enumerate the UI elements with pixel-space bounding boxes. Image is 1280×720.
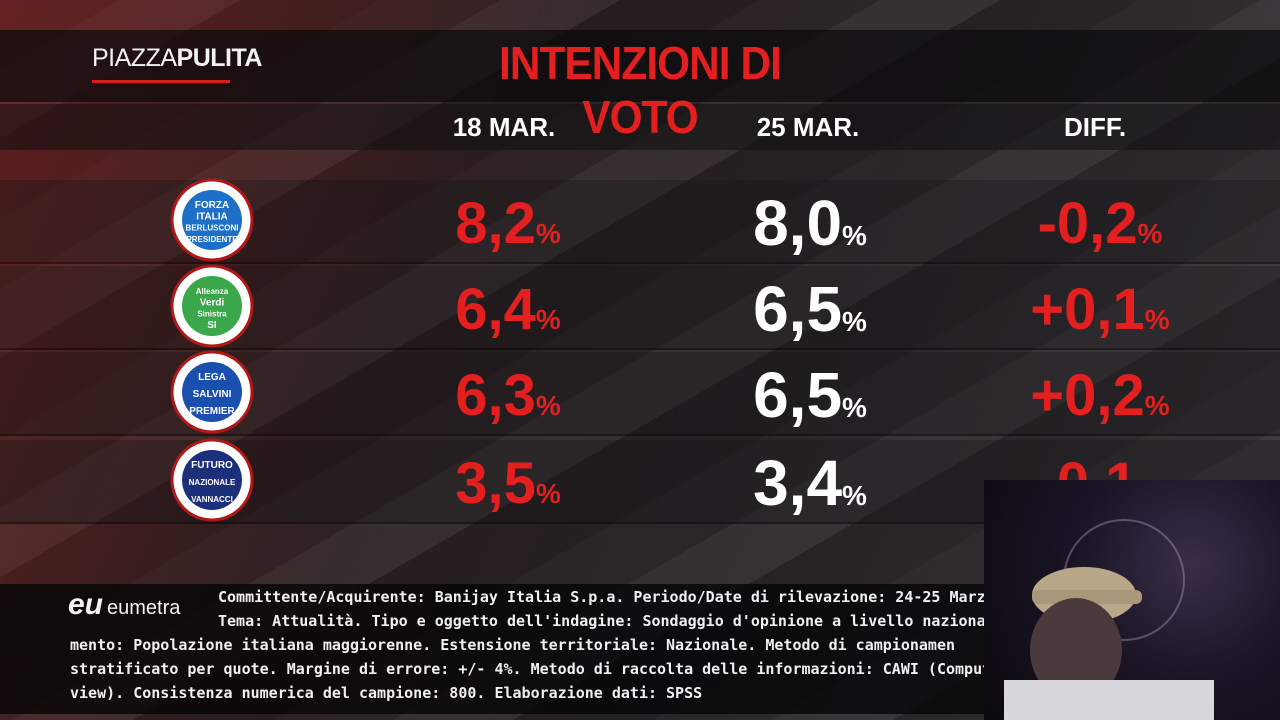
footer-line-4: stratificato per quote. Margine di error… (70, 660, 992, 678)
party-logo-text: NAZIONALE (189, 478, 236, 487)
value-18-mar: 6,3% (398, 362, 618, 429)
chart-title: INTENZIONI DI VOTO (499, 37, 782, 143)
party-logo-text: LEGA (198, 372, 226, 383)
footer-line-5: view). Consistenza numerica del campione… (70, 684, 703, 702)
footer-line-2: Tema: Attualità. Tipo e oggetto dell'ind… (218, 612, 995, 630)
footer-line-1: Committente/Acquirente: Banijay Italia S… (218, 588, 986, 606)
value-18-mar: 6,4% (398, 276, 618, 343)
party-logo-text: Sinistra (197, 310, 227, 319)
value-25-mar-number: 6,5 (753, 359, 843, 431)
column-header-date1: 18 MAR. (452, 112, 556, 142)
party-logo-text: FUTURO (191, 460, 233, 471)
party-logo-icon: FUTURO NAZIONALE VANNACCI (170, 438, 254, 522)
value-25-mar: 6,5% (700, 272, 920, 346)
percent-sign: % (535, 478, 561, 509)
value-diff: +0,1% (990, 276, 1210, 343)
header-band (0, 30, 1280, 102)
value-diff-number: +0,1 (1030, 277, 1145, 342)
value-18-mar-number: 6,3 (455, 363, 536, 428)
percent-sign: % (1144, 304, 1170, 335)
value-18-mar-number: 8,2 (455, 191, 536, 256)
percent-sign: % (535, 390, 561, 421)
brand-logo: PIAZZAPULITA (92, 44, 262, 73)
column-header-diff: DIFF. (1063, 112, 1127, 142)
value-18-mar-number: 6,4 (455, 277, 536, 342)
percent-sign: % (842, 480, 867, 511)
value-25-mar-number: 3,4 (753, 447, 843, 519)
party-logo-text: BERLUSCONI (186, 224, 239, 233)
value-25-mar: 8,0% (700, 186, 920, 260)
party-logo-text: Verdi (200, 297, 225, 308)
column-header-date2: 25 MAR. (756, 112, 860, 142)
party-logo-text: ITALIA (196, 211, 227, 222)
footer-line-3: mento: Popolazione italiana maggiorenne.… (70, 636, 956, 654)
percent-sign: % (1144, 390, 1170, 421)
table-row: LEGA SALVINI PREMIER 6,3% 6,5% +0,2% (0, 350, 1280, 436)
value-18-mar-number: 3,5 (455, 451, 536, 516)
value-25-mar: 6,5% (700, 358, 920, 432)
value-diff-number: -0,2 (1037, 191, 1138, 256)
party-logo-text: Alleanza (196, 287, 229, 296)
value-25-mar: 3,4% (700, 446, 920, 520)
table-row: FORZA ITALIA BERLUSCONI PRESIDENTE 8,2% 8,0% -… (0, 178, 1280, 264)
eumetra-name: eumetra (107, 597, 181, 619)
value-diff: +0,2% (990, 362, 1210, 429)
percent-sign: % (842, 220, 867, 251)
value-25-mar-number: 8,0 (753, 187, 843, 259)
value-diff-number: +0,2 (1030, 363, 1145, 428)
party-logo-text: SALVINI (193, 389, 232, 400)
table-row: Alleanza Verdi Sinistra SI 6,4% 6,5% +0,1% (0, 264, 1280, 350)
value-diff: -0,2% (990, 190, 1210, 257)
percent-sign: % (842, 306, 867, 337)
percent-sign: % (535, 304, 561, 335)
brand-part2: PULITA (176, 44, 263, 72)
party-logo-icon: LEGA SALVINI PREMIER (170, 350, 254, 434)
brand-part1: PIAZZA (92, 44, 177, 72)
party-logo-text: FORZA (195, 200, 229, 211)
eumetra-logo: eu eumetra (68, 588, 180, 622)
eumetra-mark: eu (68, 588, 104, 621)
value-18-mar: 3,5% (398, 450, 618, 517)
party-logo-text: VANNACCI (191, 495, 233, 504)
party-logo-text: SI (207, 320, 217, 331)
party-logo-text: PREMIER (189, 406, 235, 417)
party-logo-text: PRESIDENTE (186, 235, 238, 244)
column-header-band (0, 104, 1280, 150)
percent-sign: % (842, 392, 867, 423)
webcam-person-icon (1004, 519, 1214, 720)
percent-sign: % (1137, 218, 1163, 249)
brand-underline (92, 80, 230, 83)
webcam-overlay (984, 480, 1280, 720)
value-25-mar-number: 6,5 (753, 273, 843, 345)
value-18-mar: 8,2% (398, 190, 618, 257)
percent-sign: % (535, 218, 561, 249)
